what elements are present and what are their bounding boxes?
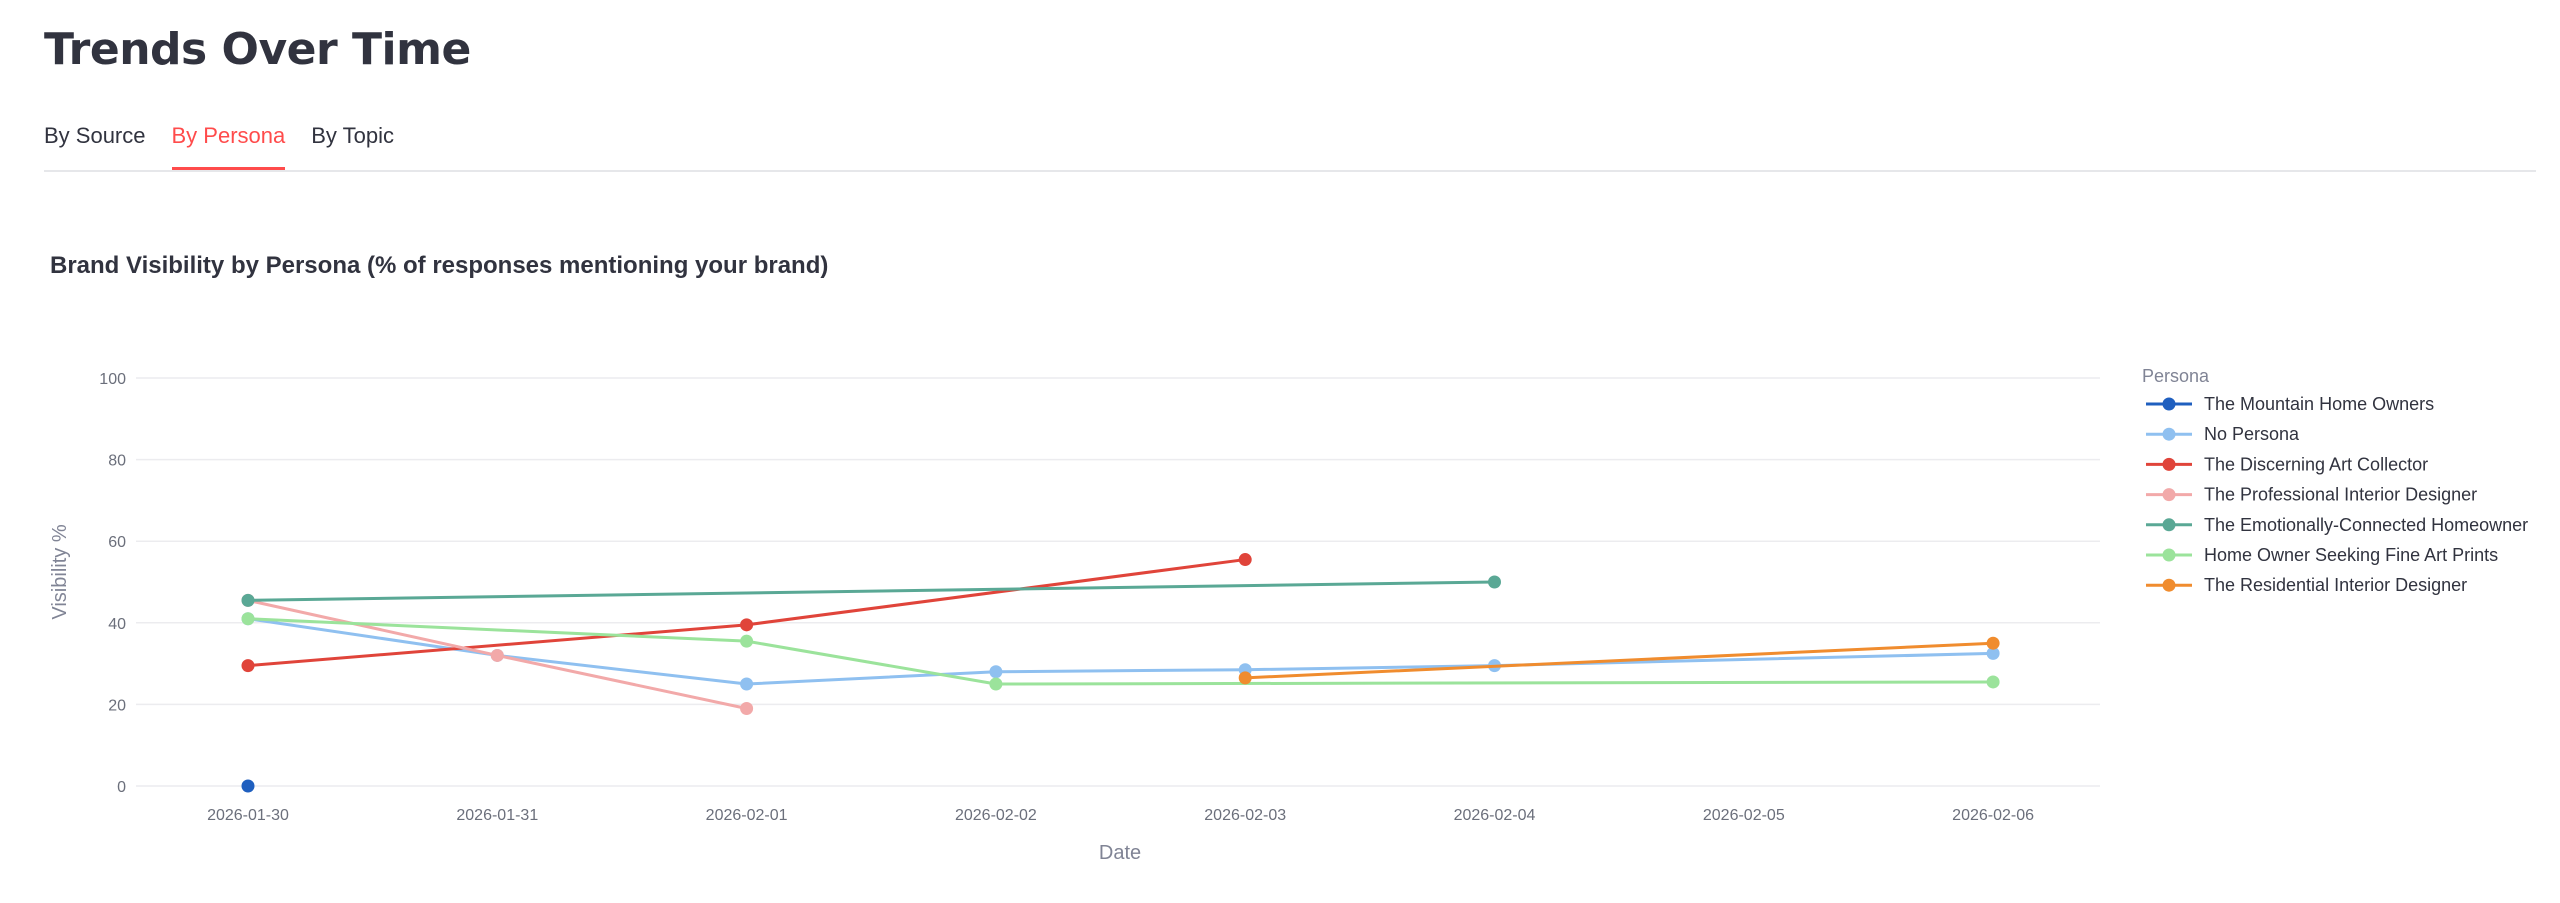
- legend-item-label: The Emotionally-Connected Homeowner: [2204, 515, 2528, 535]
- page-title: Trends Over Time: [44, 24, 471, 75]
- data-point: [1986, 636, 2000, 650]
- data-point: [740, 677, 754, 691]
- legend-swatch-marker: [2162, 488, 2176, 502]
- y-tick-label: 20: [108, 697, 126, 714]
- tab-by-persona[interactable]: By Persona: [171, 118, 285, 170]
- x-tick-label: 2026-01-31: [456, 807, 538, 824]
- data-point: [740, 634, 754, 648]
- data-point: [241, 779, 255, 793]
- y-tick-label: 60: [108, 534, 126, 551]
- x-tick-label: 2026-02-02: [955, 807, 1037, 824]
- legend-title: Persona: [2142, 366, 2210, 386]
- data-point: [740, 618, 754, 632]
- y-tick-label: 80: [108, 453, 126, 470]
- data-point: [740, 701, 754, 715]
- legend-item-label: Home Owner Seeking Fine Art Prints: [2204, 545, 2498, 565]
- data-point: [1488, 575, 1501, 589]
- y-tick-label: 40: [108, 616, 126, 633]
- chart-title: Brand Visibility by Persona (% of respon…: [50, 252, 829, 279]
- y-axis-title: Visibility %: [49, 524, 71, 619]
- x-tick-label: 2026-01-30: [207, 807, 289, 824]
- legend-swatch-marker: [2162, 397, 2176, 411]
- x-tick-label: 2026-02-01: [706, 807, 788, 824]
- data-point: [1238, 671, 1252, 685]
- x-tick-label: 2026-02-03: [1204, 807, 1286, 824]
- y-tick-label: 100: [99, 371, 126, 388]
- x-tick-label: 2026-02-04: [1454, 807, 1536, 824]
- legend-item-label: The Mountain Home Owners: [2204, 394, 2434, 414]
- data-point: [1986, 646, 2000, 660]
- y-tick-label: 0: [117, 779, 126, 796]
- data-point: [989, 677, 1003, 691]
- legend-item-label: The Discerning Art Collector: [2204, 454, 2428, 474]
- data-point: [241, 593, 255, 607]
- series-line-1: [247, 617, 1994, 686]
- legend-swatch-marker: [2162, 427, 2176, 441]
- tab-bar: By Source By Persona By Topic: [44, 118, 2536, 172]
- x-tick-label: 2026-02-05: [1703, 807, 1785, 824]
- series-line-6: [1245, 641, 1994, 680]
- x-axis-title: Date: [1099, 842, 1141, 864]
- data-point: [1238, 553, 1252, 567]
- data-point: [1986, 675, 2000, 689]
- series-line-4: [247, 580, 1495, 602]
- data-point: [490, 648, 504, 662]
- legend-swatch-marker: [2162, 578, 2176, 592]
- legend-item-label: The Professional Interior Designer: [2204, 485, 2477, 505]
- data-point: [989, 665, 1003, 679]
- tab-by-source[interactable]: By Source: [44, 123, 146, 148]
- legend-swatch-marker: [2162, 548, 2176, 562]
- data-point: [241, 659, 255, 673]
- legend-swatch-marker: [2162, 457, 2176, 471]
- legend-item-label: The Residential Interior Designer: [2204, 575, 2467, 595]
- legend-swatch-marker: [2162, 518, 2176, 532]
- data-point: [241, 612, 255, 626]
- tab-by-topic[interactable]: By Topic: [311, 123, 394, 148]
- x-tick-label: 2026-02-06: [1952, 807, 2034, 824]
- legend-item-label: No Persona: [2204, 424, 2300, 444]
- series-line-2: [247, 558, 1246, 668]
- series-line-5: [247, 617, 1994, 686]
